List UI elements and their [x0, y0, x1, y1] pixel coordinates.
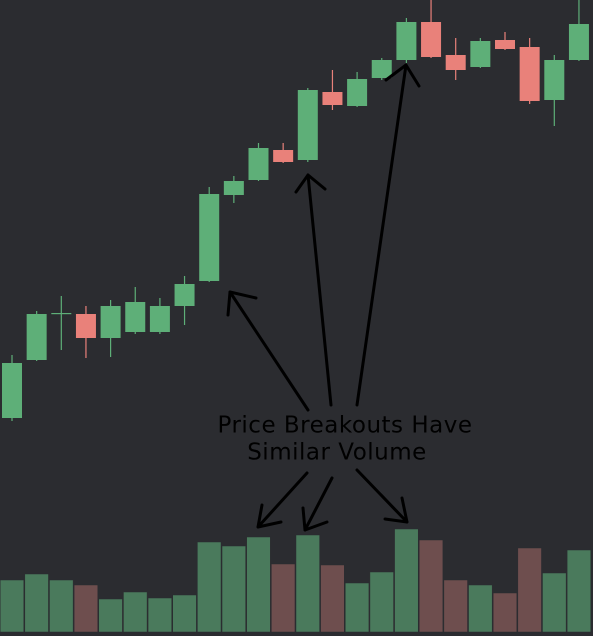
candle-body — [445, 55, 466, 70]
candle-body — [26, 314, 47, 360]
candle-body — [495, 40, 515, 49]
volume-bar — [492, 592, 518, 633]
volume-bar — [172, 594, 197, 633]
volume-bar — [369, 571, 394, 633]
candle-body — [371, 60, 392, 78]
volume-bar — [566, 549, 592, 633]
volume-bar — [271, 563, 296, 633]
candle-body — [174, 284, 195, 306]
volume-bar — [345, 582, 370, 633]
volume-bar — [73, 584, 99, 633]
volume-bar — [123, 591, 148, 633]
candle-body — [519, 47, 540, 101]
candle-body — [544, 60, 565, 100]
candle-body — [568, 24, 589, 60]
candle-body — [248, 148, 269, 180]
volume-bar — [98, 598, 123, 633]
candle-body — [470, 41, 491, 67]
candle-body — [322, 92, 343, 105]
candle-body — [421, 22, 442, 57]
annotation: Similar Volume — [247, 440, 427, 466]
volume-bar — [295, 534, 320, 633]
volume-bar — [147, 597, 172, 633]
candle-body — [2, 363, 22, 418]
volume-bar — [24, 573, 49, 633]
volume-bar — [197, 541, 222, 633]
candle-body — [149, 306, 170, 332]
candle-body — [396, 22, 417, 60]
volume-bar — [443, 579, 468, 633]
volume-bar — [418, 539, 444, 633]
candle-body — [223, 181, 244, 195]
candle-body — [199, 194, 220, 281]
candle-body — [347, 79, 368, 106]
candle-body — [100, 306, 121, 338]
volume-bar — [468, 584, 493, 633]
volume-bar — [542, 572, 567, 633]
volume-bar — [0, 579, 25, 633]
volume-bar — [517, 547, 542, 633]
volume-bar — [221, 545, 246, 633]
volume-bar — [394, 528, 419, 633]
annotation: Price Breakouts Have — [217, 413, 472, 439]
volume-bar — [49, 579, 74, 633]
volume-bar — [246, 536, 271, 633]
candle-body — [75, 314, 96, 338]
candle-body — [297, 90, 318, 160]
volume-bar — [320, 564, 345, 633]
annotation-arrows — [226, 63, 421, 532]
candle-body — [125, 302, 146, 332]
candle-body — [273, 150, 294, 162]
candle-body — [51, 313, 72, 315]
